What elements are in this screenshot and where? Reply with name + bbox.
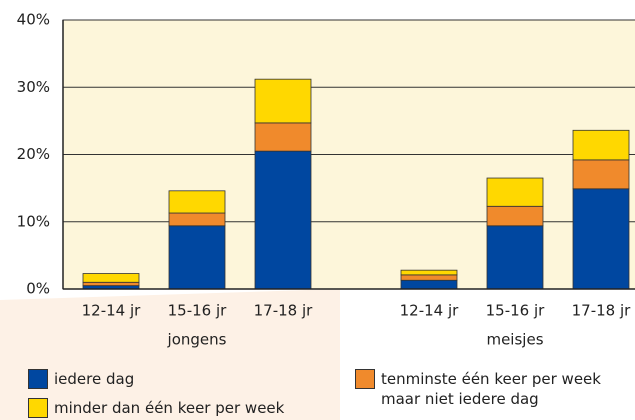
legend-item: minder dan één keer per week [28,398,304,418]
legend-label: tenminste één keer per week maar niet ie… [381,370,601,408]
y-tick-label: 20% [17,145,50,163]
bar-segment [572,159,630,190]
bar-segment [82,281,140,287]
x-tick-label: 12-14 jr [400,302,460,320]
backdrop [0,289,340,420]
bar-segment [486,205,544,227]
x-tick-label: 17-18 jr [254,302,314,320]
bar-segment [168,225,226,290]
y-tick-label: 40% [17,11,50,29]
x-tick-label: 15-16 jr [486,302,546,320]
legend-item: tenminste één keer per week maar niet ie… [355,369,631,409]
bar-segment [82,273,140,283]
x-tick-label: 12-14 jr [82,302,142,320]
bar-segment [572,188,630,290]
bar-segment [486,225,544,290]
bar-segment [400,274,458,281]
bar-segment [254,122,312,152]
legend-swatch [28,398,48,418]
bar-segment [168,190,226,214]
group-label: meisjes [486,331,543,349]
legend-label: iedere dag [54,370,135,388]
group-label: jongens [167,331,227,349]
bar-segment [254,150,312,290]
bar-segment [400,279,458,290]
bar-segment [572,129,630,161]
bar-segment [168,212,226,227]
bar-segment [486,177,544,207]
legend-swatch [355,369,375,389]
legend-swatch [28,369,48,389]
x-tick-label: 15-16 jr [168,302,228,320]
bar-segment [254,78,312,124]
y-tick-label: 10% [17,212,50,230]
y-tick-label: 30% [17,78,50,96]
x-tick-label: 17-18 jr [572,302,632,320]
legend-item: iedere dag [28,369,304,389]
y-tick-label: 0% [26,280,50,298]
legend-label: minder dan één keer per week [54,399,285,417]
bar-segment [400,269,458,276]
